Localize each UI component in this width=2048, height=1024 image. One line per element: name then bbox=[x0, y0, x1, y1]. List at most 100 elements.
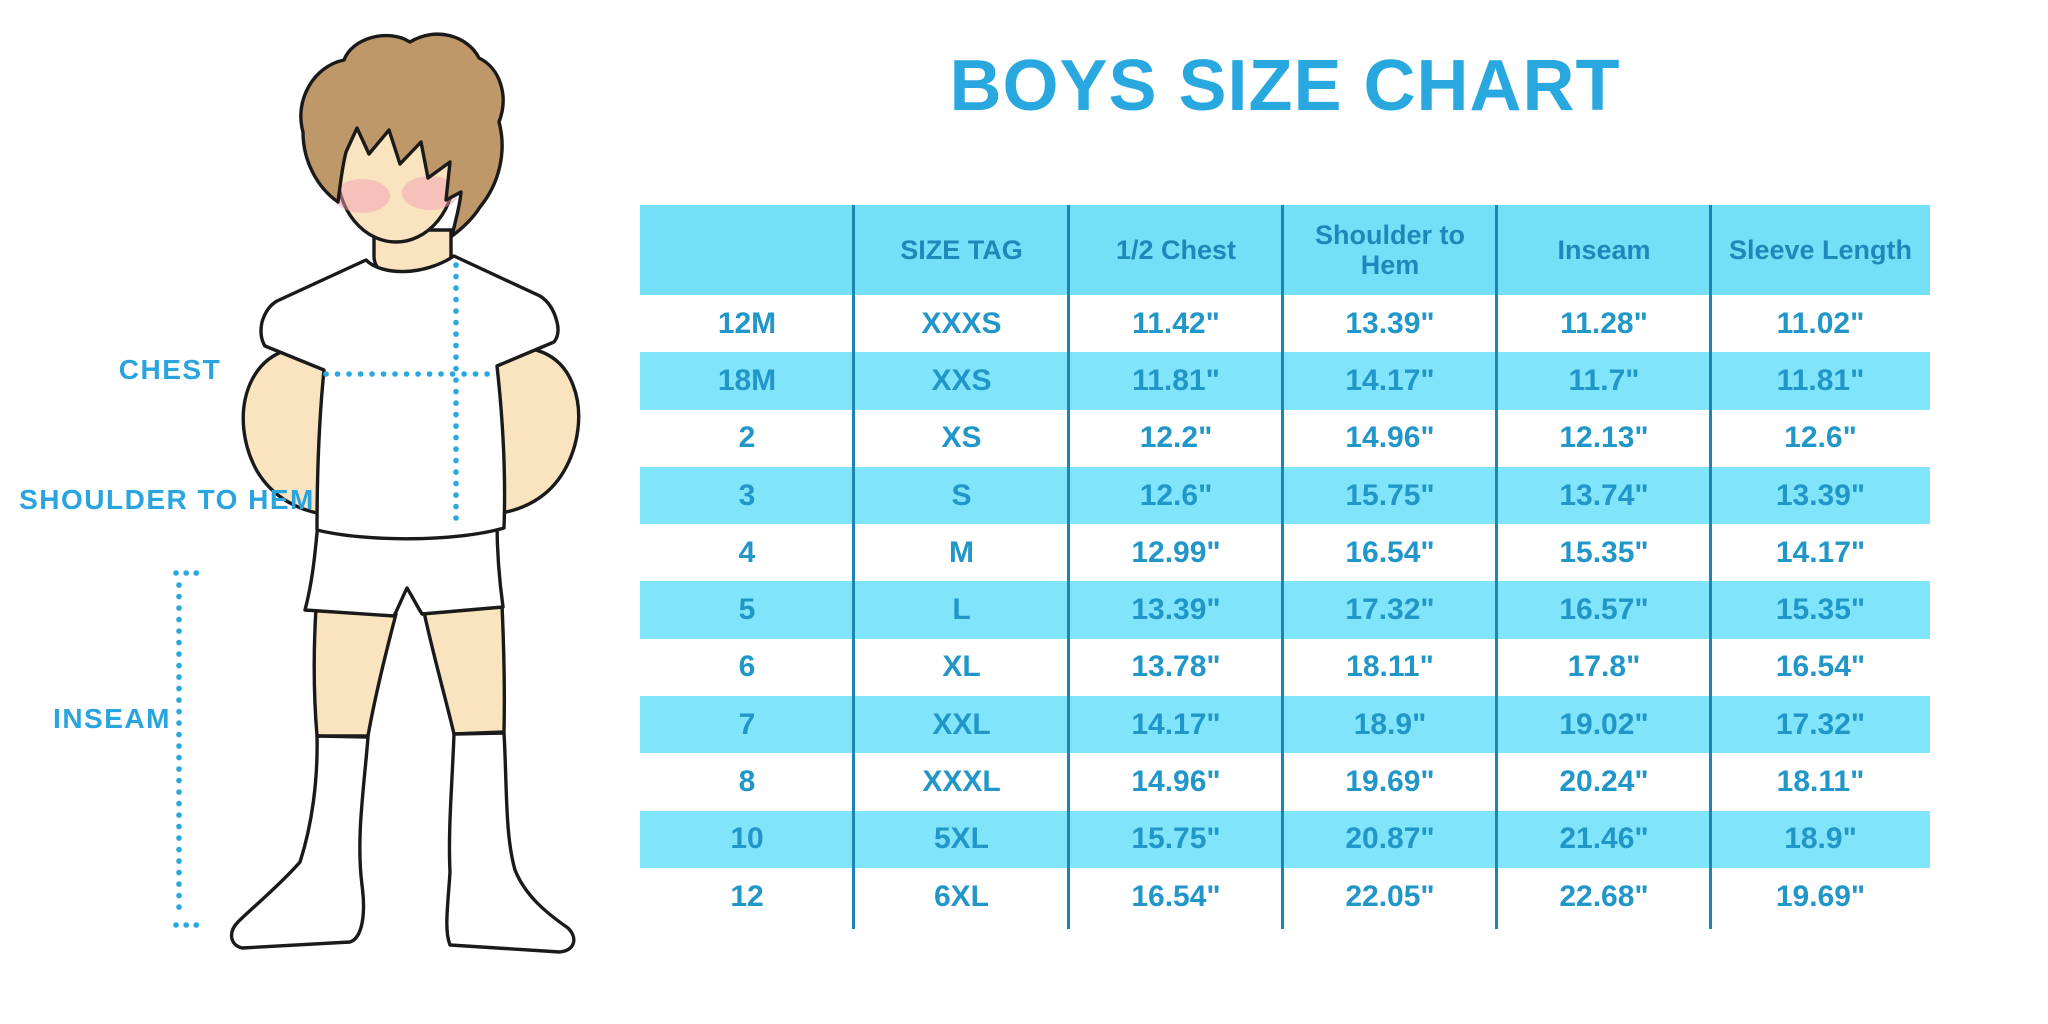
measurement-cell: 12.13" bbox=[1559, 421, 1649, 455]
measurement-cell: 12.99" bbox=[1131, 535, 1221, 569]
page-title: BOYS SIZE CHART bbox=[949, 46, 1621, 126]
column-separator bbox=[1281, 205, 1284, 929]
table-row: 12 6XL 16.54" 22.05" 22.68" 19.69" bbox=[640, 868, 1930, 925]
shoulder-to-hem-label: SHOULDER TO HEM bbox=[19, 484, 315, 515]
age-size-cell: 6 bbox=[738, 650, 756, 684]
size-tag-cell: XXXL bbox=[922, 765, 1001, 799]
left-sock bbox=[230, 734, 370, 950]
size-tag-cell: M bbox=[949, 535, 974, 569]
table-row: 18M XXS 11.81" 14.17" 11.7" 11.81" bbox=[640, 352, 1930, 410]
size-tag-cell: XL bbox=[942, 650, 981, 684]
measurement-cell: 18.11" bbox=[1346, 650, 1434, 684]
header-cell-inseam: Inseam bbox=[1557, 234, 1651, 265]
size-tag-cell: S bbox=[951, 478, 972, 512]
left-cheek-blush bbox=[334, 179, 390, 213]
header-cell-sleeve-length: Sleeve Length bbox=[1728, 234, 1913, 265]
table-row: 3 S 12.6" 15.75" 13.74" 13.39" bbox=[640, 466, 1930, 525]
measurement-cell: 19.69" bbox=[1775, 879, 1866, 913]
right-arm bbox=[492, 346, 581, 516]
measurement-cell: 19.69" bbox=[1345, 765, 1435, 799]
table-row: 8 XXXL 14.96" 19.69" 20.24" 18.11" bbox=[640, 753, 1930, 810]
table-row: 4 M 12.99" 16.54" 15.35" 14.17" bbox=[640, 524, 1930, 581]
measurement-cell: 16.54" bbox=[1345, 535, 1435, 569]
measurement-cell: 15.35" bbox=[1775, 593, 1866, 627]
age-size-cell: 12M bbox=[717, 306, 777, 340]
measurement-cell: 20.24" bbox=[1559, 765, 1649, 799]
measurement-cell: 14.17" bbox=[1775, 535, 1866, 569]
inseam-label: INSEAM bbox=[53, 703, 171, 734]
size-tag-cell: XXL bbox=[932, 707, 991, 741]
column-separator bbox=[1495, 205, 1498, 929]
measurement-cell: 22.05" bbox=[1345, 879, 1435, 913]
header-cell-half-chest: 1/2 Chest bbox=[1115, 234, 1237, 265]
measurement-cell: 11.81" bbox=[1132, 363, 1220, 397]
measurement-cell: 13.39" bbox=[1775, 478, 1866, 512]
measurement-cell: 15.35" bbox=[1559, 535, 1649, 569]
header-cell-shoulder-hem: Shoulder to Hem bbox=[1315, 219, 1465, 280]
measurement-cell: 15.75" bbox=[1345, 478, 1435, 512]
age-size-cell: 3 bbox=[738, 478, 756, 512]
header-cell-blank bbox=[640, 205, 854, 295]
measurement-cell: 13.78" bbox=[1131, 650, 1221, 684]
size-tag-cell: 6XL bbox=[933, 879, 990, 913]
age-size-cell: 4 bbox=[738, 535, 756, 569]
measurement-cell: 11.28" bbox=[1560, 306, 1648, 340]
table-row: 7 XXL 14.17" 18.9" 19.02" 17.32" bbox=[640, 696, 1930, 754]
measurement-cell: 11.02" bbox=[1776, 306, 1865, 340]
table-row: 5 L 13.39" 17.32" 16.57" 15.35" bbox=[640, 581, 1930, 639]
right-cheek-blush bbox=[402, 176, 458, 210]
age-size-cell: 5 bbox=[738, 593, 756, 627]
size-tag-cell: XXS bbox=[931, 363, 992, 397]
measurement-cell: 12.6" bbox=[1139, 478, 1213, 512]
t-shirt bbox=[259, 254, 560, 541]
size-tag-cell: XXXS bbox=[921, 306, 1002, 340]
measurement-cell: 20.87" bbox=[1345, 822, 1435, 856]
measurement-cell: 11.42" bbox=[1132, 306, 1220, 340]
measurement-cell: 13.74" bbox=[1559, 478, 1649, 512]
measurement-cell: 18.9" bbox=[1353, 707, 1427, 741]
measurement-cell: 14.96" bbox=[1131, 765, 1221, 799]
measurement-cell: 16.54" bbox=[1775, 650, 1866, 684]
column-separator bbox=[1067, 205, 1070, 929]
measurement-cell: 21.46" bbox=[1559, 822, 1649, 856]
table-row: 12M XXXS 11.42" 13.39" 11.28" 11.02" bbox=[640, 295, 1930, 352]
measurement-cell: 14.96" bbox=[1345, 421, 1435, 455]
measurement-cell: 19.02" bbox=[1559, 707, 1649, 741]
age-size-cell: 7 bbox=[738, 707, 756, 741]
age-size-cell: 18M bbox=[717, 363, 777, 397]
column-separator bbox=[1709, 205, 1712, 929]
measurement-cell: 18.9" bbox=[1784, 822, 1857, 856]
shorts bbox=[303, 520, 505, 618]
measurement-cell: 13.39" bbox=[1131, 593, 1221, 627]
table-row: 10 5XL 15.75" 20.87" 21.46" 18.9" bbox=[640, 810, 1930, 868]
measurement-cell: 22.68" bbox=[1559, 879, 1649, 913]
table-row: 2 XS 12.2" 14.96" 12.13" 12.6" bbox=[640, 410, 1930, 467]
table-header-row: SIZE TAG 1/2 Chest Shoulder to Hem Insea… bbox=[640, 205, 1930, 295]
age-size-cell: 12 bbox=[730, 879, 764, 913]
measurement-cell: 12.6" bbox=[1784, 421, 1857, 455]
measurement-cell: 17.32" bbox=[1345, 593, 1435, 627]
header-cell-size-tag: SIZE TAG bbox=[900, 234, 1023, 265]
measurement-cell: 16.54" bbox=[1131, 879, 1221, 913]
measurement-cell: 14.17" bbox=[1345, 363, 1435, 397]
age-size-cell: 10 bbox=[730, 822, 764, 856]
right-leg bbox=[422, 603, 507, 736]
measurement-cell: 13.39" bbox=[1345, 306, 1435, 340]
size-tag-cell: L bbox=[952, 593, 971, 627]
size-tag-cell: 5XL bbox=[933, 822, 990, 856]
size-tag-cell: XS bbox=[941, 421, 982, 455]
measurement-cell: 16.57" bbox=[1559, 593, 1649, 627]
hair bbox=[299, 32, 505, 238]
right-sock bbox=[445, 731, 576, 954]
measurement-cell: 14.17" bbox=[1131, 707, 1221, 741]
left-leg bbox=[312, 606, 398, 738]
table-row: 6 XL 13.78" 18.11" 17.8" 16.54" bbox=[640, 639, 1930, 696]
boy-measurement-figure: CHEST SHOULDER TO HEM INSEAM bbox=[0, 0, 620, 1024]
measurement-cell: 12.2" bbox=[1139, 421, 1213, 455]
measurement-cell: 11.7" bbox=[1568, 363, 1640, 397]
boy-illustration: CHEST SHOULDER TO HEM INSEAM bbox=[19, 32, 581, 954]
measurement-cell: 17.32" bbox=[1775, 707, 1866, 741]
measurement-cell: 11.81" bbox=[1776, 363, 1865, 397]
measurement-cell: 15.75" bbox=[1131, 822, 1221, 856]
